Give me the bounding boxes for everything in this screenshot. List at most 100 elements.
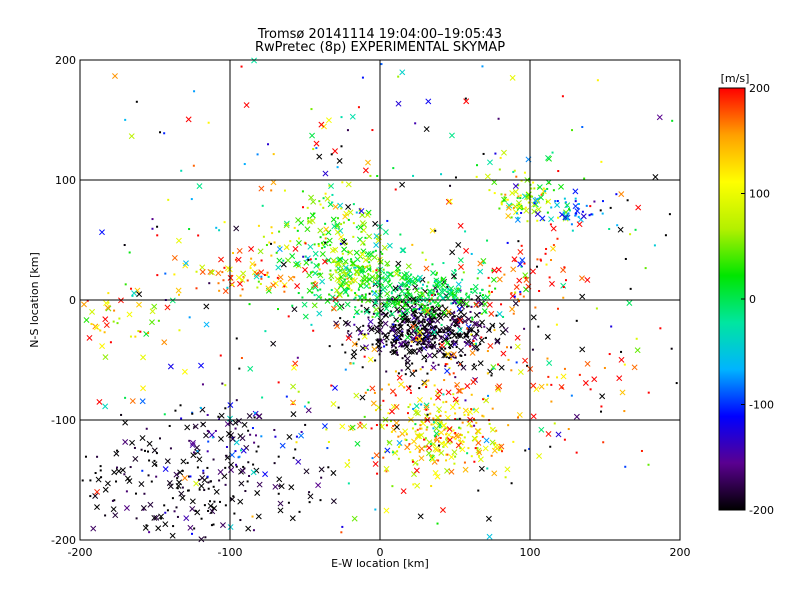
data-point-1103 bbox=[359, 207, 362, 210]
data-point-2331 bbox=[287, 315, 290, 318]
data-point-1162 bbox=[450, 427, 453, 430]
data-point-1263 bbox=[482, 445, 489, 452]
data-point-812 bbox=[433, 281, 440, 288]
x-tick-label-1: -100 bbox=[218, 546, 243, 559]
data-point-2367 bbox=[545, 154, 551, 161]
data-point-1707 bbox=[295, 458, 302, 465]
data-point-1102 bbox=[330, 216, 337, 223]
data-point-1779 bbox=[139, 398, 146, 405]
data-point-1696 bbox=[217, 469, 224, 475]
data-point-1848 bbox=[545, 198, 552, 205]
data-point-637 bbox=[418, 279, 421, 282]
data-point-2145 bbox=[364, 212, 371, 218]
data-point-1776 bbox=[249, 433, 252, 436]
data-point-311 bbox=[425, 360, 428, 363]
data-point-1085 bbox=[317, 227, 324, 234]
data-point-356 bbox=[486, 327, 492, 334]
data-point-1570 bbox=[202, 472, 205, 475]
data-point-1608 bbox=[277, 507, 284, 514]
data-point-2019 bbox=[112, 320, 115, 323]
data-point-1099 bbox=[262, 235, 265, 238]
data-point-1282 bbox=[453, 462, 456, 465]
data-point-2103 bbox=[365, 159, 371, 166]
data-point-801 bbox=[420, 303, 423, 306]
data-point-2198 bbox=[400, 488, 407, 495]
data-point-70 bbox=[464, 353, 467, 356]
data-point-2163 bbox=[670, 347, 673, 350]
data-point-544 bbox=[454, 268, 457, 271]
chart-title: Tromsø 20141114 19:04:00–19:05:43 bbox=[257, 27, 502, 42]
data-point-2341 bbox=[140, 385, 146, 392]
data-point-785 bbox=[411, 309, 414, 312]
data-point-1965 bbox=[223, 266, 226, 269]
x-tick-label-0: -200 bbox=[68, 546, 93, 559]
data-point-412 bbox=[437, 363, 440, 366]
y-tick-label-0: -200 bbox=[51, 534, 76, 547]
data-point-1348 bbox=[385, 424, 388, 427]
data-point-2106 bbox=[420, 403, 423, 406]
data-point-91 bbox=[382, 320, 389, 327]
data-point-1408 bbox=[398, 381, 405, 388]
data-point-674 bbox=[364, 296, 367, 299]
data-point-1617 bbox=[208, 500, 211, 503]
data-point-242 bbox=[359, 345, 366, 352]
data-point-1704 bbox=[214, 429, 217, 432]
data-point-2302 bbox=[550, 225, 557, 232]
data-point-1137 bbox=[438, 449, 445, 456]
data-point-1385 bbox=[374, 409, 377, 412]
data-point-2020 bbox=[81, 301, 87, 308]
data-point-2251 bbox=[414, 122, 417, 125]
data-point-1227 bbox=[380, 423, 383, 426]
data-point-742 bbox=[443, 281, 446, 284]
data-point-1613 bbox=[132, 455, 139, 462]
data-point-1216 bbox=[414, 423, 417, 426]
data-point-1046 bbox=[307, 243, 314, 250]
data-point-1747 bbox=[202, 469, 205, 472]
data-point-1688 bbox=[203, 489, 206, 492]
data-point-320 bbox=[471, 320, 478, 327]
colorbar-tick-label-2: 0 bbox=[749, 293, 756, 306]
data-point-2205 bbox=[512, 183, 519, 190]
data-point-237 bbox=[418, 308, 421, 311]
data-point-1874 bbox=[548, 216, 555, 223]
data-point-1296 bbox=[459, 427, 462, 430]
data-point-369 bbox=[344, 351, 347, 354]
data-point-308 bbox=[397, 324, 400, 327]
data-point-1465 bbox=[472, 339, 475, 342]
data-point-756 bbox=[386, 271, 393, 278]
data-point-1124 bbox=[414, 444, 421, 451]
data-point-2144 bbox=[407, 406, 410, 409]
data-point-1064 bbox=[271, 232, 274, 235]
data-point-826 bbox=[347, 273, 354, 280]
data-point-2309 bbox=[399, 247, 406, 254]
data-point-1375 bbox=[555, 323, 558, 326]
data-point-1540 bbox=[232, 419, 239, 426]
data-point-1314 bbox=[459, 447, 462, 450]
data-point-2422 bbox=[487, 394, 490, 397]
data-point-1092 bbox=[352, 203, 355, 206]
data-point-1222 bbox=[429, 412, 432, 415]
data-point-1278 bbox=[429, 443, 432, 446]
data-point-577 bbox=[401, 277, 404, 280]
data-point-1603 bbox=[286, 433, 293, 440]
data-point-1800 bbox=[516, 196, 519, 199]
data-point-1859 bbox=[544, 190, 547, 193]
data-point-901 bbox=[317, 272, 324, 279]
data-point-111 bbox=[498, 364, 505, 371]
data-point-821 bbox=[366, 265, 369, 268]
data-point-2055 bbox=[517, 249, 524, 255]
data-point-2064 bbox=[488, 284, 491, 287]
data-point-246 bbox=[453, 311, 456, 314]
data-point-1857 bbox=[498, 168, 501, 171]
data-point-1508 bbox=[200, 517, 203, 520]
data-point-2178 bbox=[440, 173, 443, 176]
data-point-1198 bbox=[433, 430, 440, 437]
data-point-1559 bbox=[104, 480, 111, 487]
data-point-2100 bbox=[168, 424, 171, 427]
data-point-2118 bbox=[240, 65, 243, 68]
data-point-1000 bbox=[318, 200, 321, 203]
data-point-1990 bbox=[137, 330, 140, 333]
data-point-517 bbox=[444, 347, 447, 350]
data-point-1572 bbox=[90, 525, 97, 532]
